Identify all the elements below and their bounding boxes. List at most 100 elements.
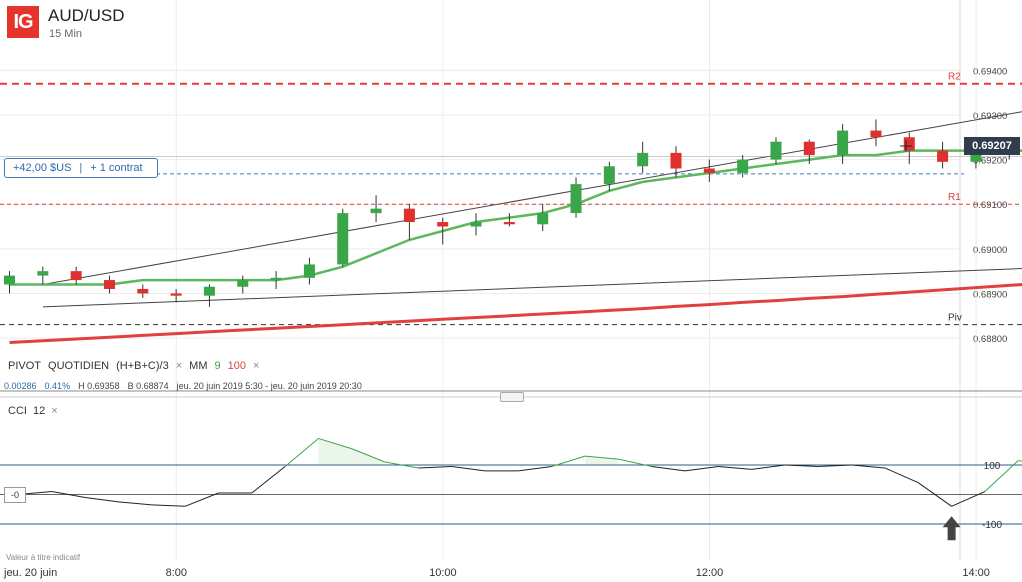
remove-pivot-icon[interactable]: ×: [175, 360, 183, 372]
price-axis-label: 0.68800: [973, 334, 1007, 345]
cci-overbought-fill: [585, 456, 619, 465]
price-axis-label: 0.69000: [973, 245, 1007, 256]
position-badge[interactable]: +42,00 $US | + 1 contrat: [4, 158, 158, 178]
cci-line-segment: [884, 467, 919, 484]
candle-body: [970, 152, 982, 162]
info-low: B 0.68874: [127, 381, 169, 391]
time-axis-label: 10:00: [429, 567, 457, 579]
candle-body: [937, 150, 949, 162]
ig-logo: IG: [7, 6, 39, 38]
price-axis-label: 0.69400: [973, 66, 1007, 77]
time-axis-label: 14:00: [962, 567, 990, 579]
cci-line-segment: [51, 491, 86, 498]
cci-line-segment: [618, 458, 652, 467]
remove-cci-icon[interactable]: ×: [51, 405, 58, 417]
price-axis-label: 0.69300: [973, 111, 1007, 122]
cci-line-segment: [718, 465, 752, 470]
ma-slow-period[interactable]: 100: [227, 360, 246, 372]
candle-body: [237, 280, 249, 287]
candle-body: [903, 137, 915, 151]
disclaimer: Valeur à titre indicatif: [6, 553, 81, 562]
cci-overbought-fill: [318, 438, 386, 465]
candle-body: [503, 222, 515, 225]
cci-line-segment: [351, 448, 386, 463]
candle-body: [170, 293, 182, 296]
cci-axis-label: -100: [982, 520, 1002, 531]
candle-body: [803, 141, 815, 156]
cci-line-segment: [584, 455, 619, 460]
cci-line-segment: [518, 465, 552, 472]
candle-body: [70, 271, 82, 281]
pivot-label[interactable]: PIVOT: [8, 360, 42, 372]
cci-line-segment: [85, 496, 119, 503]
current-price-label: 0.69207: [964, 137, 1020, 155]
cci-line-segment: [451, 465, 486, 472]
price-axis-label: 0.69100: [973, 200, 1007, 211]
candle-body: [103, 280, 115, 289]
candle-body: [370, 208, 382, 214]
candle-body: [303, 264, 315, 278]
ma-slow-line: [9, 283, 1022, 344]
position-separator: |: [79, 162, 83, 174]
cci-line-segment: [184, 492, 219, 507]
symbol-title: AUD/USD: [48, 6, 125, 25]
pivot-type[interactable]: QUOTIDIEN: [48, 360, 110, 372]
price-axis-label: 0.68900: [973, 289, 1007, 300]
ma-label[interactable]: MM: [189, 360, 208, 372]
cci-axis-label: 100: [984, 461, 1001, 472]
date-label: jeu. 20 juin: [4, 567, 58, 579]
info-bar: 0.00286 0.41% H 0.69358 B 0.68874 jeu. 2…: [4, 381, 362, 391]
candle-body: [37, 271, 49, 276]
info-change: 0.00286: [4, 381, 37, 391]
candle-body: [870, 130, 882, 138]
cci-line-segment: [917, 482, 952, 507]
ma-fast-period[interactable]: 9: [214, 360, 221, 372]
remove-ma-icon[interactable]: ×: [252, 360, 260, 372]
candle-body: [737, 159, 749, 173]
pivot-level-label: R2: [948, 72, 961, 83]
cci-line-segment: [151, 504, 186, 507]
info-high: H 0.69358: [78, 381, 120, 391]
cci-line-segment: [118, 501, 152, 506]
candle-body: [337, 213, 349, 265]
cci-line-segment: [1018, 460, 1022, 462]
candle-body: [270, 277, 282, 281]
cci-label[interactable]: CCI: [8, 405, 27, 417]
cci-line-segment: [851, 464, 885, 469]
arrow-up-icon: [942, 516, 961, 541]
position-pnl: +42,00 $US: [13, 162, 72, 174]
candle-body: [670, 152, 682, 169]
cci-line-segment: [418, 465, 452, 469]
info-range: jeu. 20 juin 2019 5:30 - jeu. 20 juin 20…: [176, 381, 362, 391]
cci-line-segment: [318, 437, 352, 450]
candle-body: [703, 168, 715, 173]
candle-body: [403, 208, 415, 223]
cci-line-segment: [251, 466, 286, 494]
cci-line-segment: [684, 465, 719, 472]
cci-period[interactable]: 12: [32, 405, 46, 417]
candle-body: [470, 222, 482, 227]
ma-fast-line: [9, 149, 1022, 286]
price-axis-label: 0.69200: [973, 156, 1007, 167]
candle-body: [4, 275, 15, 285]
candle-body: [437, 222, 449, 227]
indicator-bar: PIVOT QUOTIDIEN (H+B+C)/3 × MM 9 100 ×: [8, 360, 259, 372]
cci-signal-arrow-icon: [942, 516, 961, 541]
pivot-level-label: Piv: [948, 313, 962, 324]
candle-body: [537, 213, 549, 225]
cci-line-segment: [984, 460, 1019, 492]
cci-title: CCI 12 ×: [8, 405, 58, 417]
candle-body: [570, 184, 582, 214]
cci-zero-tag: -0: [4, 487, 26, 503]
time-axis-label: 8:00: [166, 567, 187, 579]
info-change-pct: 0.41%: [44, 381, 71, 391]
pivot-formula[interactable]: (H+B+C)/3: [116, 360, 169, 372]
timeframe-label[interactable]: 15 Min: [49, 28, 83, 40]
cci-line-segment: [818, 464, 852, 467]
cci-line-segment: [751, 464, 786, 470]
pane-splitter-handle[interactable]: [500, 392, 524, 402]
cci-line-segment: [384, 461, 419, 469]
cci-line-segment: [951, 491, 986, 507]
candle-body: [137, 288, 149, 294]
